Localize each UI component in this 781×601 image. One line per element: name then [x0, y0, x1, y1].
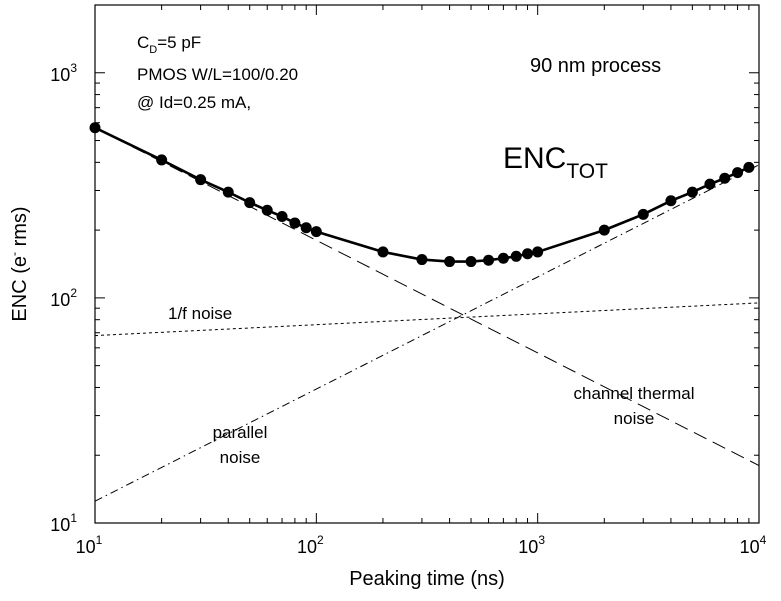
enc-tot-point [686, 186, 698, 198]
enc-tot-point [276, 210, 288, 222]
enc-tot-point [89, 122, 101, 134]
enc-tot-point [704, 178, 716, 190]
y-axis-label: ENC (e- rms) [7, 206, 31, 321]
annotation-pmos: PMOS W/L=100/0.20 [137, 65, 298, 84]
enc-tot-point [637, 208, 649, 220]
enc-tot-point [416, 254, 428, 266]
y-axis-label-sup: - [7, 252, 21, 256]
enc-tot-point [497, 252, 509, 264]
y-tick-label: 101 [50, 511, 77, 535]
enc-tot-point [444, 256, 456, 268]
enc-tot-point [244, 197, 256, 209]
label-parallel-noise-1: parallel [213, 423, 268, 442]
enc-tot-point [743, 161, 755, 173]
enc-tot-point [300, 222, 312, 234]
enc-line [94, 126, 750, 263]
enc-tot-point [222, 186, 234, 198]
x-axis-label: Peaking time (ns) [349, 568, 505, 590]
annotation-process: 90 nm process [530, 55, 661, 77]
y-tick-label: 103 [50, 61, 77, 85]
enc-tot-point [532, 246, 544, 258]
plot-frame [94, 4, 760, 524]
annotation-cd-tail: =5 pF [157, 33, 201, 52]
enc-tot-point [261, 204, 273, 216]
y-axis-label-tail: rms) [9, 206, 31, 252]
label-parallel-noise-2: noise [220, 448, 261, 467]
enc-tot-point [310, 226, 322, 238]
enc-tot-point [522, 248, 534, 260]
enc-tot-point [377, 246, 389, 258]
label-channel-thermal-noise-2: noise [614, 409, 655, 428]
x-tick-label: 104 [740, 533, 767, 557]
y-axis-label-main: ENC (e [9, 256, 31, 322]
x-tick-label: 102 [297, 533, 324, 557]
x-tick-label: 101 [76, 533, 103, 557]
label-one-f-noise: 1/f noise [168, 304, 232, 323]
enc-tot-point [598, 224, 610, 236]
y-tick-label: 102 [50, 286, 77, 310]
enc-tot-point [510, 250, 522, 262]
1-f-noise-line [94, 302, 760, 337]
axis-tick-labels: 101 102 103 104 101 102 103 [50, 61, 766, 557]
enc-tot-point [483, 254, 495, 266]
enc-tot-point [732, 167, 744, 179]
label-enc-tot-sub: TOT [566, 160, 608, 183]
annotation-cd-main: C [137, 33, 149, 52]
label-channel-thermal-noise-1: channel thermal [574, 384, 695, 403]
enc-tot-markers [89, 122, 755, 268]
label-enc-tot: ENCTOT [503, 142, 608, 183]
enc-tot-point [195, 174, 207, 186]
enc-tot-point [156, 154, 168, 166]
parallel-noise-line [94, 164, 760, 502]
enc-tot-point [719, 172, 731, 184]
enc-tot-point [465, 256, 477, 268]
enc-tot-point [289, 217, 301, 229]
x-tick-label: 103 [518, 533, 545, 557]
channel-thermal-noise-line [94, 127, 760, 466]
annotation-cd: CD=5 pF [137, 33, 201, 56]
annotation-cd-sub: D [149, 44, 157, 56]
enc-tot-point [665, 195, 677, 207]
annotation-id: @ Id=0.25 mA, [137, 93, 251, 112]
label-enc-tot-main: ENC [503, 142, 566, 175]
